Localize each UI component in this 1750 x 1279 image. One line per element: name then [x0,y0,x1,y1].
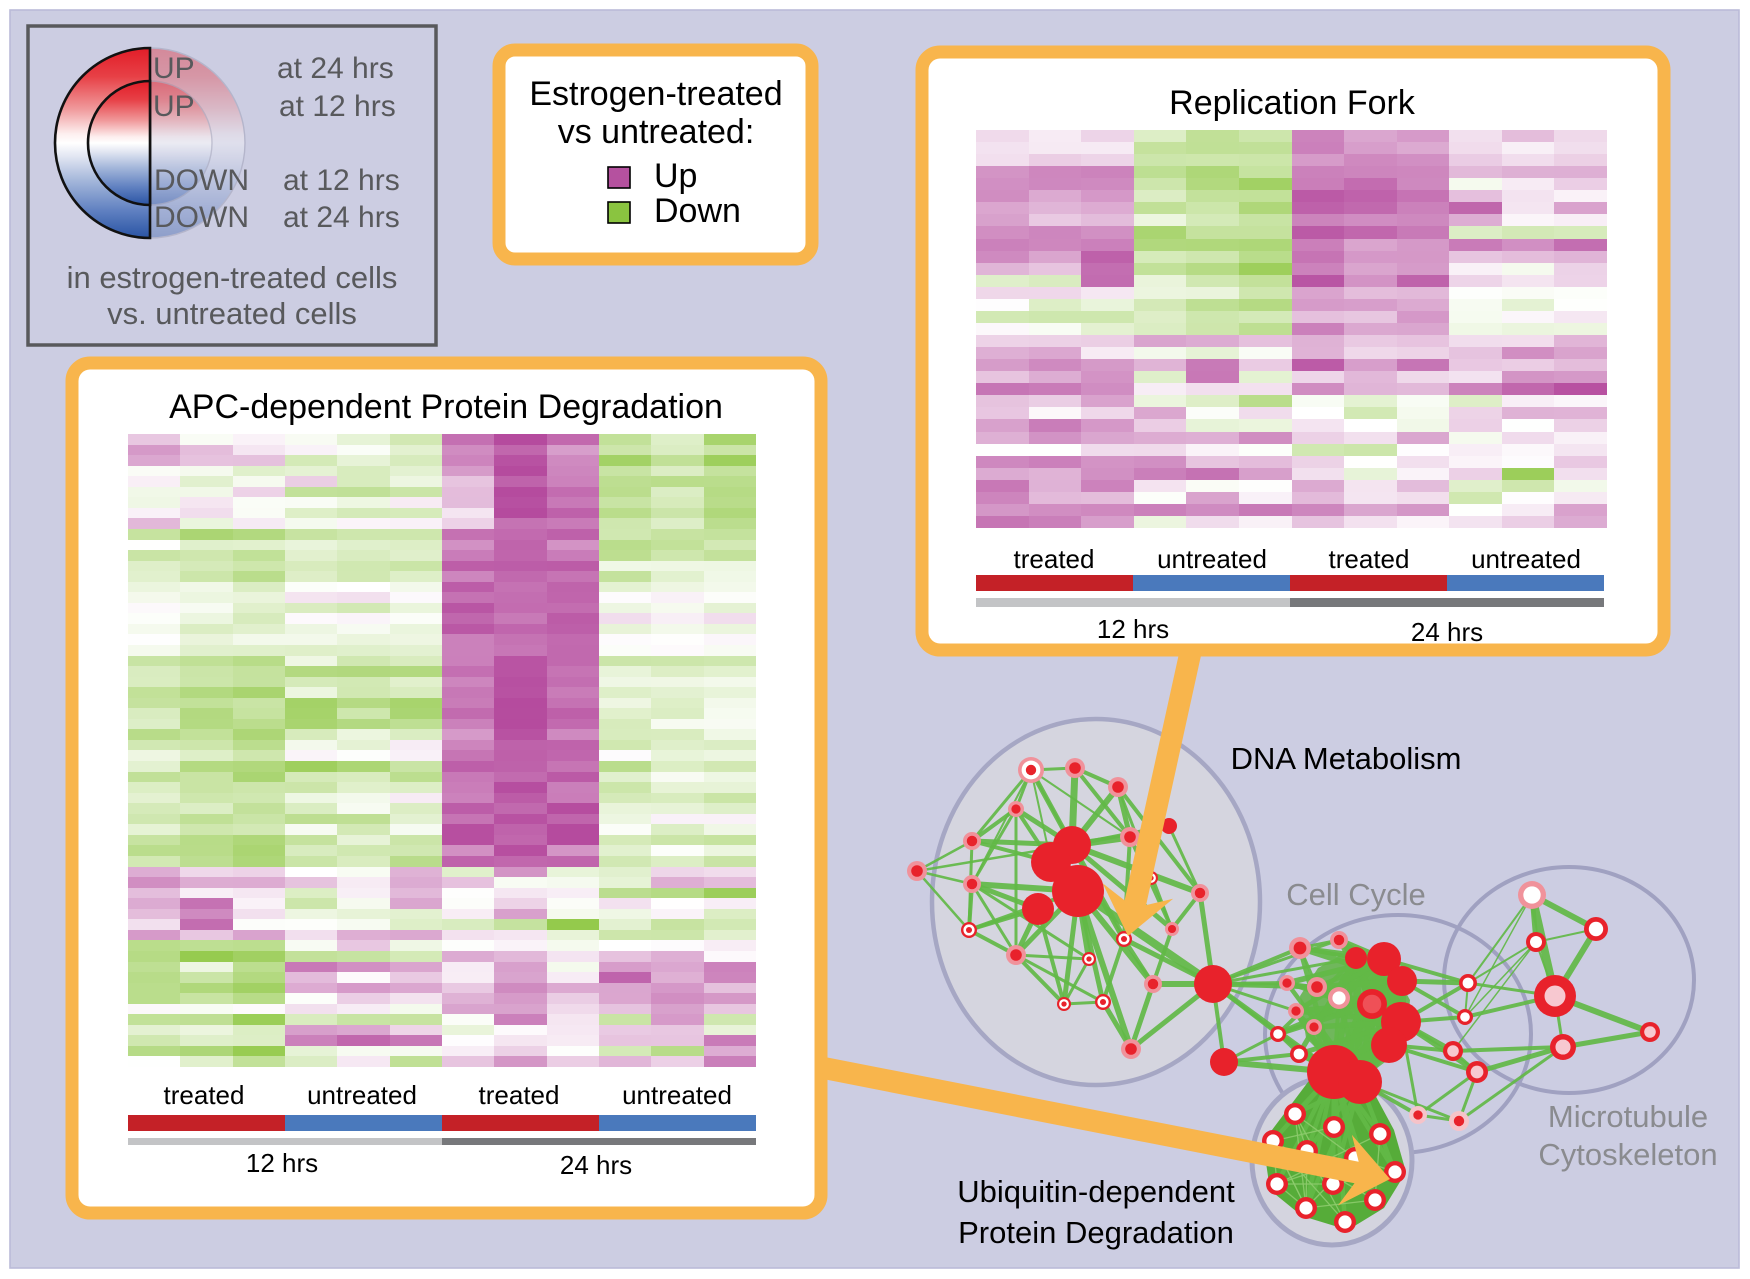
svg-text:UP: UP [153,90,195,123]
svg-text:treated: treated [164,1080,245,1110]
svg-text:24 hrs: 24 hrs [1411,617,1483,647]
svg-text:untreated: untreated [1157,544,1267,574]
svg-text:UP: UP [153,52,195,85]
svg-text:treated: treated [1014,544,1095,574]
svg-text:in estrogen-treated cells: in estrogen-treated cells [67,260,398,295]
svg-text:DNA Metabolism: DNA Metabolism [1231,741,1462,776]
svg-text:at 24 hrs: at 24 hrs [277,52,394,85]
svg-text:at 12 hrs: at 12 hrs [283,164,400,197]
svg-text:treated: treated [479,1080,560,1110]
svg-text:12 hrs: 12 hrs [1097,614,1169,644]
svg-text:12 hrs: 12 hrs [246,1148,318,1178]
svg-text:treated: treated [1329,544,1410,574]
svg-text:vs untreated:: vs untreated: [558,113,755,151]
svg-text:Up: Up [654,157,697,195]
svg-text:DOWN: DOWN [154,201,249,234]
svg-text:24 hrs: 24 hrs [560,1150,632,1180]
svg-text:untreated: untreated [307,1080,417,1110]
svg-text:Protein Degradation: Protein Degradation [958,1215,1234,1250]
svg-text:DOWN: DOWN [154,164,249,197]
svg-text:Down: Down [654,192,741,230]
svg-text:Ubiquitin-dependent: Ubiquitin-dependent [957,1174,1235,1209]
svg-text:Microtubule: Microtubule [1548,1099,1708,1134]
svg-text:APC-dependent Protein Degradat: APC-dependent Protein Degradation [169,388,723,426]
svg-text:at 24 hrs: at 24 hrs [283,201,400,234]
svg-text:untreated: untreated [1471,544,1581,574]
svg-text:Estrogen-treated: Estrogen-treated [529,75,782,113]
svg-text:Cell Cycle: Cell Cycle [1286,877,1426,912]
svg-text:at 12 hrs: at 12 hrs [279,90,396,123]
svg-text:Replication Fork: Replication Fork [1169,84,1416,122]
svg-text:Cytoskeleton: Cytoskeleton [1538,1137,1717,1172]
svg-text:untreated: untreated [622,1080,732,1110]
svg-text:vs. untreated cells: vs. untreated cells [107,296,357,331]
